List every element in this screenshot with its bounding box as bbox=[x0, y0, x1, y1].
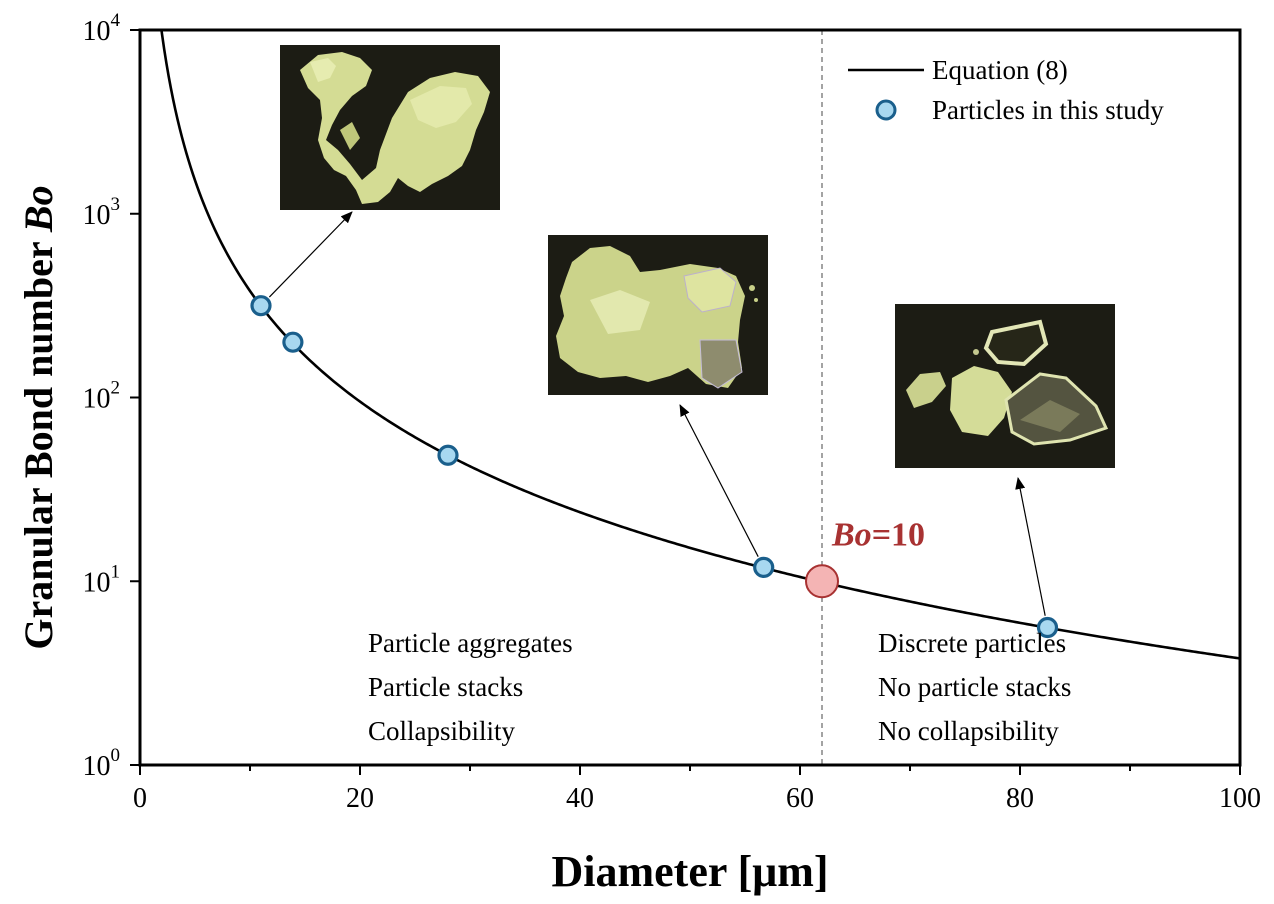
x-axis: 0 20 40 60 80 100 bbox=[133, 765, 1261, 814]
particle-point bbox=[1036, 616, 1059, 639]
note-particle-aggregates: Particle aggregates bbox=[368, 628, 573, 658]
particle-point bbox=[437, 444, 459, 466]
arrow-to-discrete-micrograph bbox=[1015, 477, 1046, 616]
equation-curve bbox=[160, 30, 1240, 660]
left-region-notes: Particle aggregates Particle stacks Coll… bbox=[368, 628, 573, 746]
legend: Equation (8) Particles in this study bbox=[848, 55, 1164, 125]
y-axis-label-main: Granular Bond number bbox=[16, 232, 61, 650]
x-tick-label: 80 bbox=[1006, 783, 1034, 814]
arrow-to-aggregate-micrograph bbox=[268, 211, 353, 298]
x-tick-label: 0 bbox=[133, 783, 147, 814]
y-tick-base: 10 bbox=[83, 384, 111, 415]
y-axis-label: Granular Bond number Bo bbox=[16, 185, 61, 649]
particle-point bbox=[282, 331, 304, 353]
x-tick-label: 100 bbox=[1219, 783, 1261, 814]
aggregate-micrograph bbox=[280, 45, 500, 210]
note-discrete-particles: Discrete particles bbox=[878, 628, 1066, 658]
note-no-collapsibility: No collapsibility bbox=[878, 716, 1059, 746]
y-axis-label-italic: Bo bbox=[16, 185, 61, 233]
y-tick-exponent: 1 bbox=[111, 561, 121, 582]
y-tick-exponent: 4 bbox=[111, 10, 121, 31]
threshold-label-italic: Bo bbox=[831, 516, 872, 553]
legend-marker-swatch bbox=[875, 99, 897, 121]
right-region-notes: Discrete particles No particle stacks No… bbox=[878, 628, 1071, 746]
particle-point bbox=[753, 556, 775, 578]
legend-equation-label: Equation (8) bbox=[932, 55, 1068, 85]
note-collapsibility: Collapsibility bbox=[368, 716, 516, 746]
x-tick-label: 20 bbox=[346, 783, 374, 814]
note-no-particle-stacks: No particle stacks bbox=[878, 672, 1071, 702]
stack-micrograph bbox=[548, 235, 768, 395]
y-tick-base: 10 bbox=[83, 200, 111, 231]
y-tick-base: 10 bbox=[83, 567, 111, 598]
y-tick-base: 10 bbox=[83, 16, 111, 47]
y-tick-label: 104 bbox=[83, 10, 121, 47]
y-tick-label: 100 bbox=[83, 745, 121, 782]
particle-points bbox=[250, 295, 1059, 639]
arrow-to-stack-micrograph bbox=[679, 404, 759, 557]
x-tick-label: 60 bbox=[786, 783, 814, 814]
y-tick-exponent: 3 bbox=[111, 194, 121, 215]
y-tick-exponent: 0 bbox=[111, 745, 121, 766]
threshold-label: Bo=10 bbox=[831, 516, 925, 553]
discrete-micrograph bbox=[895, 304, 1115, 468]
threshold-point bbox=[805, 564, 839, 599]
threshold-label-rest: =10 bbox=[872, 516, 925, 553]
y-tick-base: 10 bbox=[83, 751, 111, 782]
x-axis-label: Diameter [μm] bbox=[552, 847, 829, 896]
y-tick-exponent: 2 bbox=[111, 378, 121, 399]
y-tick-label: 102 bbox=[83, 378, 121, 415]
legend-particles-label: Particles in this study bbox=[932, 95, 1164, 125]
x-tick-label: 40 bbox=[566, 783, 594, 814]
y-tick-label: 101 bbox=[83, 561, 121, 598]
note-particle-stacks: Particle stacks bbox=[368, 672, 523, 702]
particle-point bbox=[250, 295, 272, 317]
y-tick-label: 103 bbox=[83, 194, 121, 231]
